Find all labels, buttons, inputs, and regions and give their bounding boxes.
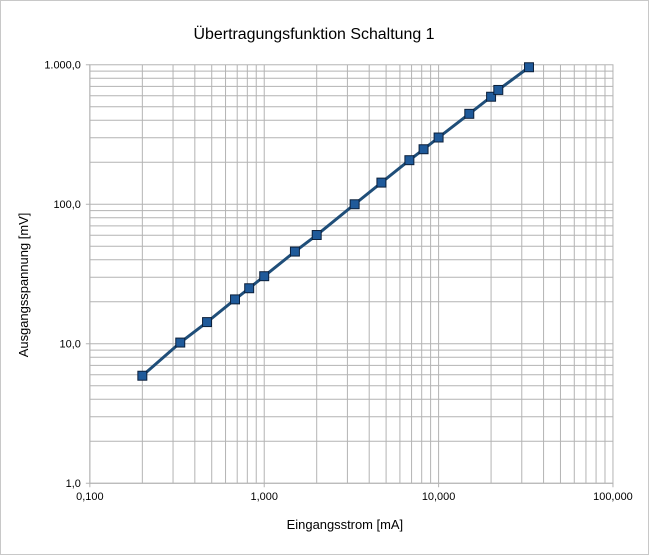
data-point [493,84,504,95]
data-point [259,271,270,282]
data-point [404,155,415,166]
x-tick-label: 0,100 [76,491,103,503]
data-point [376,177,387,188]
series-group [137,62,534,381]
data-point [311,230,322,240]
y-tick-label: 100,0 [53,199,80,211]
x-tick-label: 100,000 [593,491,633,503]
data-point [289,246,300,257]
y-tick-label: 10,0 [60,339,81,351]
x-axis-label: Eingangsstrom [mA] [287,517,403,532]
y-axis-label: Ausgangsspannung [mV] [16,213,31,358]
chart-title: Übertragungsfunktion Schaltung 1 [194,25,435,43]
data-point [230,294,240,305]
x-tick-label: 10,000 [422,491,456,503]
data-point [202,317,213,328]
data-point [524,62,534,73]
data-point [175,337,186,348]
y-tick-label: 1.000,0 [44,60,81,72]
plot-area [89,64,614,484]
data-point [433,132,444,143]
data-point [349,199,360,210]
data-point [486,91,497,102]
data-point [137,370,148,381]
tick-labels: 0,100 1,000 10,000 100,000 1,0 10,0 100,0 1.000… [44,60,632,503]
y-tick-label: 1,0 [66,478,81,490]
data-point [244,283,255,294]
x-tick-label: 1,000 [251,491,278,503]
data-point [418,144,429,155]
data-point [464,108,475,119]
gridlines [89,64,613,484]
